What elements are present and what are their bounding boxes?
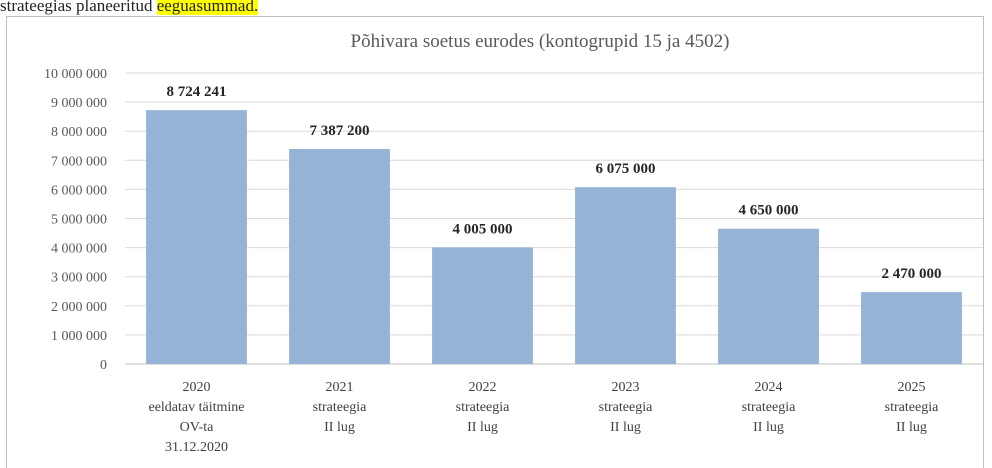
x-tick-label: 2024 strateegia II lug: [742, 380, 796, 435]
bar: [146, 110, 247, 364]
data-label: 8 724 241: [167, 84, 227, 100]
y-tick-label: 3 000 000: [51, 271, 107, 286]
y-tick-label: 2 000 000: [51, 300, 107, 315]
x-tick-label: 2020 eeldatav täitmine OV-ta 31.12.2020: [148, 380, 244, 455]
data-label: 2 470 000: [882, 266, 942, 282]
x-tick-label: 2025 strateegia II lug: [885, 380, 939, 435]
y-tick-label: 0: [100, 358, 107, 373]
data-label: 4 650 000: [739, 203, 799, 219]
bar: [432, 247, 533, 364]
y-axis-ticks: 0 1 000 000 2 000 000 3 000 000 4 000 000 5 0…: [44, 67, 107, 373]
data-labels: 8 724 241 7 387 200 4 005 000 6 075 000 4 65…: [167, 84, 942, 282]
bar: [575, 187, 676, 364]
chart-frame: [6, 16, 984, 468]
x-axis-ticks: 2020 eeldatav täitmine OV-ta 31.12.2020 2021…: [148, 380, 939, 455]
y-tick-label: 4 000 000: [51, 242, 107, 257]
page-heading-fragment: strateegias planeeritud eeguasummad.: [0, 0, 259, 16]
bar: [289, 149, 390, 364]
x-tick-label: 2021 strateegia II lug: [313, 380, 367, 435]
y-tick-label: 8 000 000: [51, 125, 107, 140]
data-label: 7 387 200: [310, 123, 370, 139]
y-tick-label: 6 000 000: [51, 183, 107, 198]
data-label: 6 075 000: [596, 161, 656, 177]
bar: [718, 228, 819, 364]
y-tick-label: 5 000 000: [51, 213, 107, 228]
y-tick-label: 7 000 000: [51, 154, 107, 169]
y-tick-label: 1 000 000: [51, 329, 107, 344]
chart-title: Põhivara soetus eurodes (kontogrupid 15 …: [351, 31, 730, 52]
x-tick-label: 2022 strateegia II lug: [456, 380, 510, 435]
gridlines: [125, 72, 983, 365]
x-tick-label: 2023 strateegia II lug: [599, 380, 653, 435]
data-label: 4 005 000: [453, 221, 513, 237]
bar: [861, 292, 962, 364]
heading-text: strateegias planeeritud: [0, 0, 157, 15]
y-tick-label: 10 000 000: [44, 67, 107, 82]
y-tick-label: 9 000 000: [51, 96, 107, 111]
bars: [146, 110, 962, 364]
heading-highlight: eeguasummad.: [156, 0, 259, 15]
